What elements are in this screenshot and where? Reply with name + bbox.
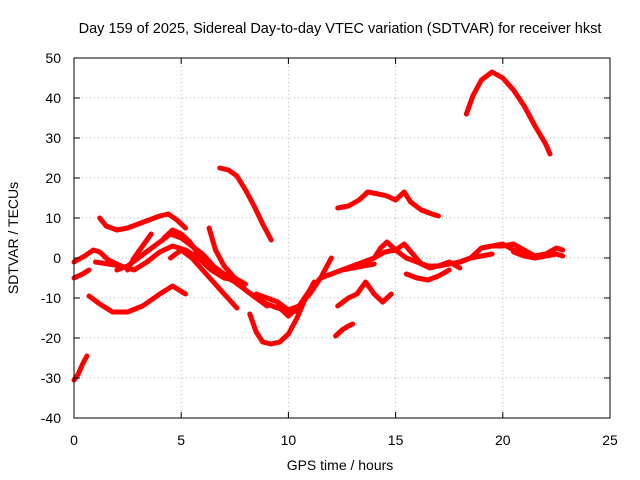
series-line-arc-12 (217, 165, 274, 243)
y-axis-label: SDTVAR / TECUs (5, 182, 21, 294)
y-tick-label: -10 (41, 290, 61, 306)
x-tick-label: 0 (70, 432, 78, 448)
y-tick-label: 10 (45, 210, 61, 226)
series-line-arc-23 (463, 69, 553, 157)
series-line-arc-16 (333, 321, 356, 339)
y-tick-label: -40 (41, 410, 61, 426)
y-tick-label: 20 (45, 170, 61, 186)
series-line-arc-21 (403, 267, 452, 283)
y-tick-label: -20 (41, 330, 61, 346)
plot-frame (73, 57, 611, 419)
series-line-arc-20 (371, 239, 463, 271)
chart-title: Day 159 of 2025, Sidereal Day-to-day VTE… (79, 21, 602, 37)
x-axis-label: GPS time / hours (287, 457, 394, 473)
x-tick-label: 10 (281, 432, 297, 448)
series-line-arc-05 (97, 211, 188, 233)
x-tick-label: 15 (388, 432, 404, 448)
series-line-arc-03 (71, 267, 92, 281)
series-line-arc-15 (275, 261, 377, 319)
data-series (71, 69, 566, 383)
x-tick-label: 5 (177, 432, 185, 448)
x-tick-label: 25 (602, 432, 618, 448)
y-tick-label: 30 (45, 130, 61, 146)
y-tick-label: 0 (53, 250, 61, 266)
y-tick-label: 50 (45, 50, 61, 66)
series-line-arc-02 (71, 247, 124, 269)
y-tick-label: -30 (41, 370, 61, 386)
y-tick-label: 40 (45, 90, 61, 106)
series-line-arc-25 (511, 249, 566, 261)
series-line-arc-18 (335, 279, 394, 309)
series-line-arc-01 (71, 353, 90, 383)
x-tick-label: 20 (495, 432, 511, 448)
axis-ticks: 0 5 10 15 20 25 -40 -30 -20 -10 0 10 20 30 40 50 (41, 50, 618, 448)
series-line-arc-17 (335, 189, 441, 219)
grid-lines (74, 58, 610, 418)
series-line-arc-24 (489, 241, 566, 259)
series-line-arc-08 (125, 231, 154, 273)
series-line-arc-04 (86, 283, 188, 315)
series-line-arc-10 (168, 247, 240, 311)
